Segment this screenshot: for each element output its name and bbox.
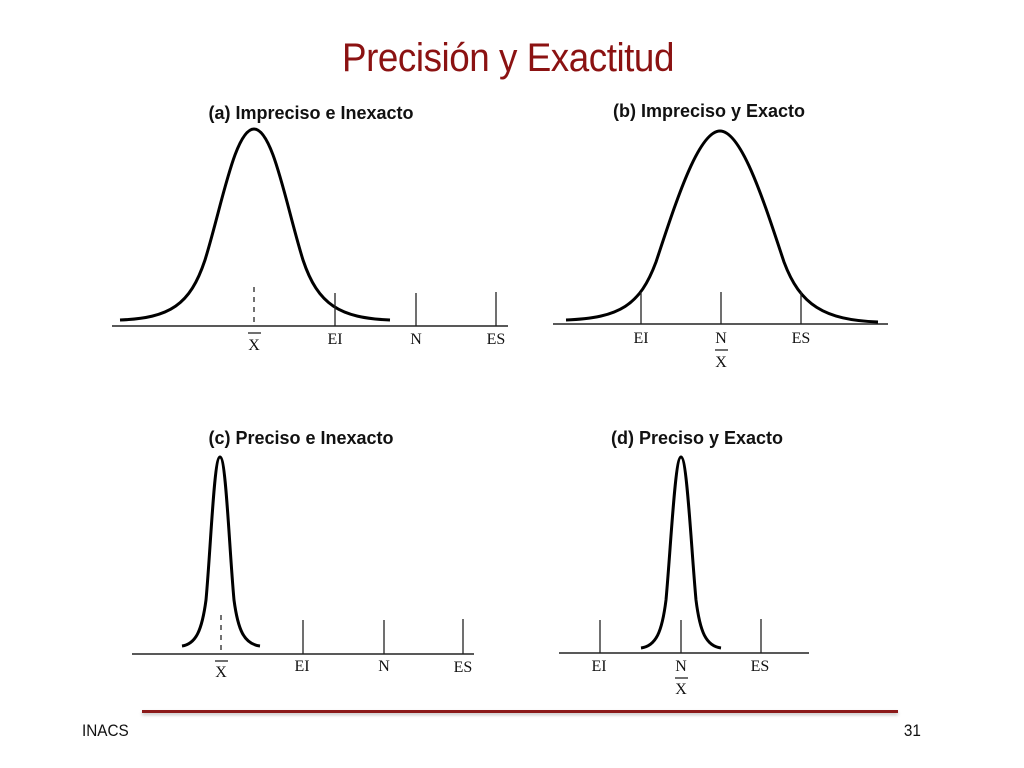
panel-a-label-n: N [410,331,422,348]
panel-d-label-n: N [675,658,687,675]
footer-divider [142,710,898,713]
panel-d-narrow-curve-on-target [640,455,722,650]
panel-b-title: (b) Impreciso y Exacto [613,101,805,121]
panel-a-label-mean: X [248,337,260,354]
panel-a-title: (a) Impreciso e Inexacto [208,103,413,123]
panel-c-label-n: N [378,658,390,675]
panel-d-label-ei: EI [591,658,606,675]
panel-a: (a) Impreciso e Inexacto X EI N ES [112,103,508,354]
panel-b-label-n: N [715,330,727,347]
panel-c-title: (c) Preciso e Inexacto [208,428,393,448]
panel-c: (c) Preciso e Inexacto X EI N ES [132,428,474,681]
panel-a-label-ei: EI [327,331,342,348]
footer-organization: INACS [82,721,129,740]
panel-d-label-es: ES [751,658,770,675]
panel-b-label-mean: X [715,354,727,371]
panel-b-wide-curve-on-target [565,129,879,324]
panel-d: (d) Preciso y Exacto EI N X ES [559,428,809,698]
panel-b-label-es: ES [792,330,811,347]
panel-c-label-es: ES [454,659,473,676]
panel-a-label-es: ES [487,331,506,348]
panel-c-label-ei: EI [294,658,309,675]
panel-b: (b) Impreciso y Exacto EI N X ES [553,101,888,371]
panel-d-label-mean: X [675,681,687,698]
panel-a-wide-curve-off-target [119,127,391,322]
panel-b-label-ei: EI [633,330,648,347]
panel-c-narrow-curve-off-target [181,455,261,648]
panel-d-title: (d) Preciso y Exacto [611,428,783,448]
slide-number: 31 [903,721,921,740]
slide-title: Precisión y Exactitud [342,36,674,80]
panel-c-label-mean: X [215,664,227,681]
